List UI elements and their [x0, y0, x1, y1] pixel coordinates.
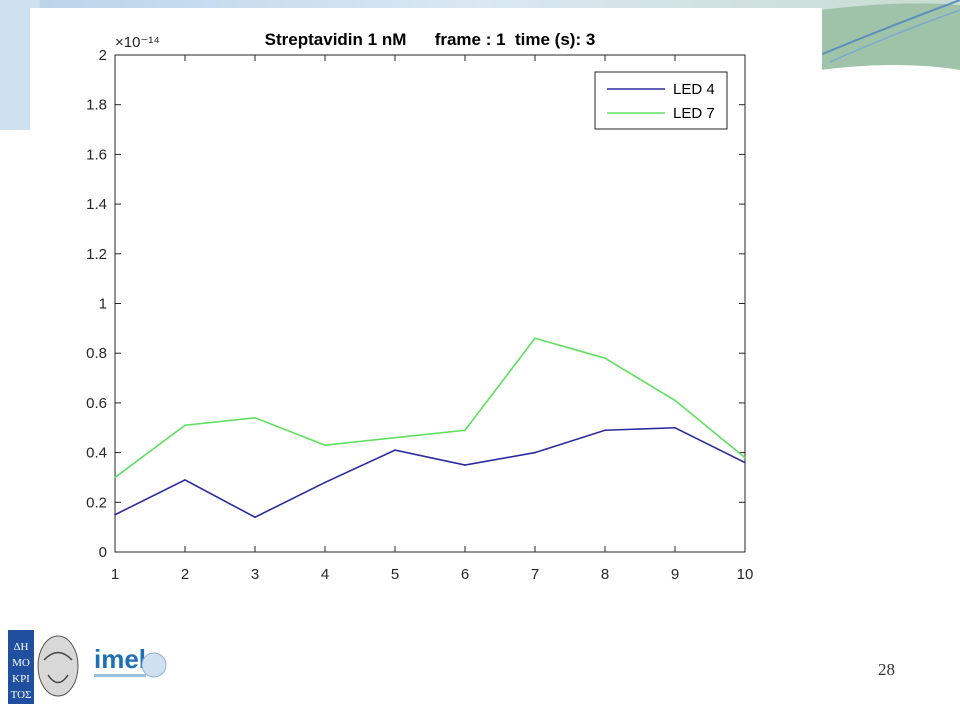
y-tick-label: 1.6 [86, 146, 107, 163]
page-number: 28 [878, 660, 895, 679]
plot-area [114, 54, 746, 553]
data-point [464, 464, 466, 466]
y-tick-label: 1.4 [86, 196, 107, 213]
y-tick-label: 0 [99, 544, 107, 561]
series-line-1 [114, 426, 746, 519]
data-point [674, 426, 676, 429]
x-tick-label: 2 [181, 566, 189, 583]
data-point [324, 481, 326, 484]
svg-text:ΔΗ: ΔΗ [13, 641, 28, 653]
data-point [114, 476, 116, 479]
data-point [184, 424, 186, 427]
x-tick-label: 6 [461, 566, 469, 583]
y-tick-label: 1 [99, 296, 107, 313]
data-point [744, 456, 746, 459]
x-tick-label: 3 [251, 566, 259, 583]
legend-box [594, 71, 728, 130]
data-point [324, 444, 326, 446]
data-point [114, 513, 116, 516]
data-point [604, 429, 606, 432]
svg-text:ΜΟ: ΜΟ [12, 657, 30, 669]
y-tick-label: 0.2 [86, 494, 107, 511]
data-point [394, 449, 396, 451]
data-point [744, 461, 746, 464]
y-tick-label: 2 [99, 47, 107, 64]
x-tick-label: 1 [111, 566, 119, 583]
demokritos-logo: ΔΗ ΜΟ ΚΡΙ ΤΟΣ [8, 630, 79, 704]
x-tick-label: 9 [671, 566, 679, 583]
series-line-2 [114, 337, 746, 479]
data-point [254, 417, 256, 419]
data-point [534, 451, 536, 454]
y-exponent-label: ×10⁻¹⁴ [115, 34, 160, 51]
y-tick-label: 1.2 [86, 246, 107, 263]
imel-logo: imel [94, 644, 167, 678]
svg-text:ΚΡΙ: ΚΡΙ [12, 673, 30, 685]
data-point [674, 399, 676, 402]
y-tick-label: 0.4 [86, 445, 107, 462]
data-point [184, 479, 186, 481]
legend-label-1: LED 4 [673, 81, 715, 98]
x-tick-label: 4 [321, 566, 329, 583]
legend-label-2: LED 7 [673, 105, 715, 122]
data-point [394, 436, 396, 439]
data-point [604, 357, 606, 359]
chart-title: Streptavidin 1 nM frame : 1 time (s): 3 [265, 30, 596, 49]
data-point [254, 516, 256, 519]
y-tick-label: 0.6 [86, 395, 107, 412]
x-tick-label: 8 [601, 566, 609, 583]
x-tick-label: 10 [737, 566, 754, 583]
data-point [464, 429, 466, 432]
data-point [534, 337, 536, 340]
y-tick-label: 1.8 [86, 97, 107, 114]
x-tick-label: 7 [531, 566, 539, 583]
y-tick-label: 0.8 [86, 345, 107, 362]
svg-text:ΤΟΣ: ΤΟΣ [11, 689, 32, 701]
imel-logo-text: imel [94, 644, 146, 674]
x-tick-label: 5 [391, 566, 399, 583]
